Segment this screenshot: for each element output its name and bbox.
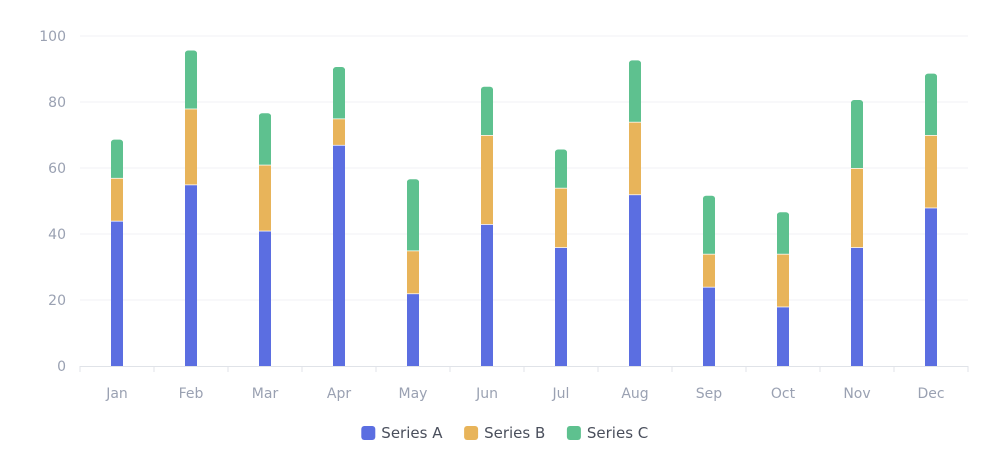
bar-series-a-oct[interactable] bbox=[777, 306, 789, 366]
legend-item-series-b[interactable]: Series B bbox=[464, 424, 545, 442]
y-tick-label: 60 bbox=[48, 161, 66, 177]
x-tick-label: May bbox=[399, 386, 428, 402]
bar-series-c-mar[interactable] bbox=[259, 115, 271, 165]
bar-cap bbox=[259, 113, 271, 120]
x-tick-label: Jan bbox=[105, 386, 128, 402]
x-tick-label: Oct bbox=[771, 386, 796, 402]
y-axis: 0 20 40 60 80 100 bbox=[39, 29, 66, 375]
legend-swatch bbox=[361, 426, 376, 440]
bar-series-c-jan[interactable] bbox=[111, 141, 123, 178]
bar-cap bbox=[333, 67, 345, 73]
bar-series-c-may[interactable] bbox=[407, 181, 419, 251]
x-tick-label: Nov bbox=[843, 386, 870, 402]
bar-series-c-dec[interactable] bbox=[925, 75, 937, 135]
bar-series-b-jul[interactable] bbox=[555, 187, 567, 248]
bar-series-b-aug[interactable] bbox=[629, 121, 641, 195]
bar-series-a-feb[interactable] bbox=[185, 184, 197, 367]
bar-series-c-apr[interactable] bbox=[333, 69, 345, 119]
x-tick-label: Jul bbox=[552, 386, 570, 402]
bar-series-c-sep[interactable] bbox=[703, 197, 715, 254]
bar-series-c-oct[interactable] bbox=[777, 214, 789, 254]
bar-series-a-nov[interactable] bbox=[851, 247, 863, 366]
bar-cap bbox=[851, 100, 863, 106]
bar-series-b-sep[interactable] bbox=[703, 253, 715, 287]
y-tick-label: 0 bbox=[57, 359, 66, 375]
y-tick-label: 40 bbox=[48, 227, 66, 243]
bar-series-b-nov[interactable] bbox=[851, 168, 863, 248]
y-tick-label: 100 bbox=[39, 29, 66, 45]
bar-series-b-jan[interactable] bbox=[111, 177, 123, 221]
bar-series-c-nov[interactable] bbox=[851, 102, 863, 168]
legend-label: Series A bbox=[381, 424, 443, 442]
legend-label: Series C bbox=[587, 424, 648, 442]
bar-series-c-feb[interactable] bbox=[185, 52, 197, 109]
x-tick-label: Feb bbox=[179, 386, 204, 402]
legend-swatch bbox=[566, 426, 581, 440]
bar-cap bbox=[481, 86, 493, 93]
bar-series-a-jul[interactable] bbox=[555, 247, 567, 366]
bar-series-b-jun[interactable] bbox=[481, 135, 493, 225]
bar-series-b-may[interactable] bbox=[407, 250, 419, 294]
legend-label: Series B bbox=[484, 424, 545, 442]
x-tick-label: Sep bbox=[696, 386, 723, 402]
bar-series-c-jul[interactable] bbox=[555, 151, 567, 188]
bars bbox=[111, 50, 937, 367]
x-axis: Jan Feb Mar Apr May Jun Jul Aug Sep Oct Nov Dec bbox=[79, 366, 969, 402]
bar-cap bbox=[777, 212, 789, 219]
bar-cap bbox=[629, 60, 641, 67]
x-tick-label: Apr bbox=[327, 386, 351, 402]
legend-item-series-a[interactable]: Series A bbox=[361, 424, 443, 442]
legend[interactable]: Series A Series B Series C bbox=[361, 424, 648, 442]
x-tick-label: Mar bbox=[252, 386, 279, 402]
bar-cap bbox=[555, 149, 567, 156]
bar-series-a-mar[interactable] bbox=[259, 230, 271, 366]
bar-series-a-jun[interactable] bbox=[481, 224, 493, 366]
bar-series-a-apr[interactable] bbox=[333, 144, 345, 366]
bar-series-a-sep[interactable] bbox=[703, 286, 715, 366]
bar-series-b-mar[interactable] bbox=[259, 164, 271, 231]
x-tick-label: Aug bbox=[621, 386, 648, 402]
bar-cap bbox=[185, 50, 197, 57]
bar-series-b-apr[interactable] bbox=[333, 118, 345, 145]
bar-cap bbox=[407, 179, 419, 186]
bar-series-b-dec[interactable] bbox=[925, 135, 937, 208]
grid-lines bbox=[80, 35, 968, 301]
bar-series-a-dec[interactable] bbox=[925, 207, 937, 366]
bar-cap bbox=[111, 139, 123, 146]
x-tick-label: Dec bbox=[917, 386, 944, 402]
y-tick-label: 20 bbox=[48, 293, 66, 309]
x-tick-label: Jun bbox=[475, 386, 498, 402]
bar-series-a-may[interactable] bbox=[407, 293, 419, 366]
legend-swatch bbox=[464, 426, 479, 440]
bar-series-a-aug[interactable] bbox=[629, 194, 641, 366]
bar-cap bbox=[925, 73, 937, 80]
bar-series-b-feb[interactable] bbox=[185, 108, 197, 185]
legend-item-series-c[interactable]: Series C bbox=[566, 424, 648, 442]
bar-series-c-aug[interactable] bbox=[629, 62, 641, 122]
bar-series-b-oct[interactable] bbox=[777, 253, 789, 307]
bar-series-a-jan[interactable] bbox=[111, 220, 123, 366]
y-tick-label: 80 bbox=[48, 95, 66, 111]
bar-cap bbox=[703, 195, 715, 202]
bar-series-c-jun[interactable] bbox=[481, 88, 493, 135]
